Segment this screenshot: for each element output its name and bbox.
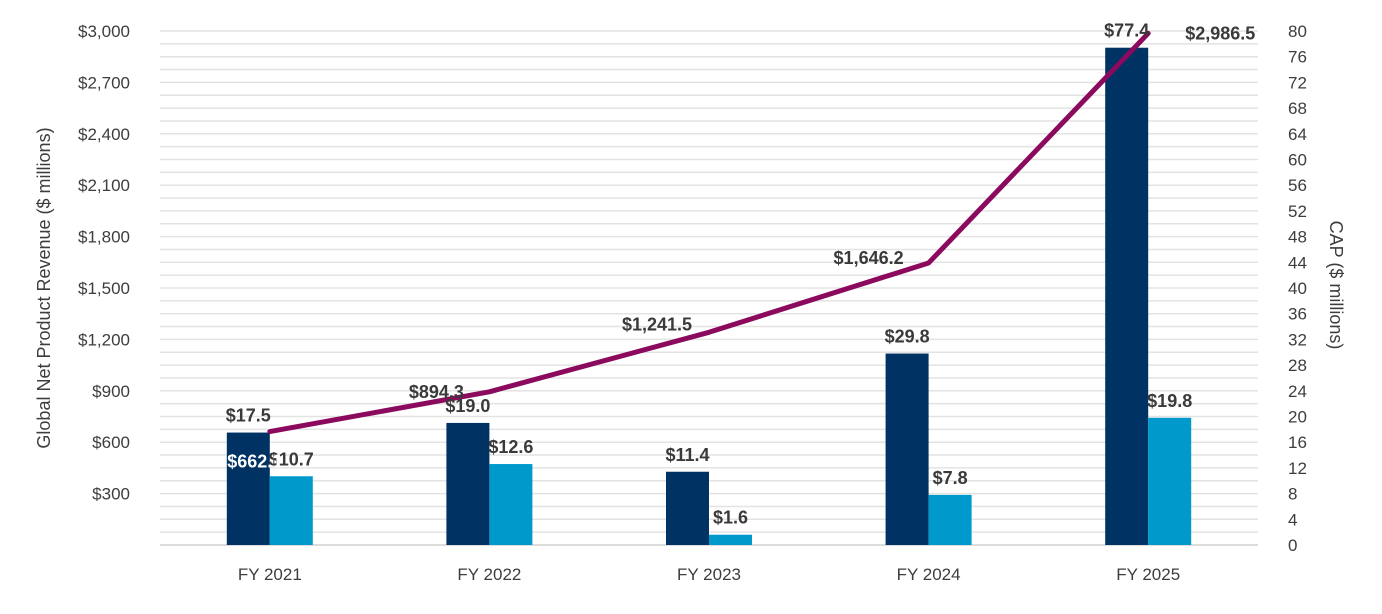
line-data-label: $1,646.2 (834, 248, 904, 268)
right-tick-label: 56 (1288, 176, 1307, 195)
right-tick-label: 60 (1288, 151, 1307, 170)
right-tick-label: 80 (1288, 22, 1307, 41)
bar (489, 464, 533, 545)
right-tick-label: 28 (1288, 356, 1307, 375)
left-tick-label: $300 (92, 485, 130, 504)
left-axis-ticks: $300 $600 $900 $1,200 $1,500 $1,800 $2,100 $2,4… (78, 22, 130, 504)
x-tick-label: FY 2022 (457, 565, 521, 584)
line-path (267, 30, 1151, 435)
line-data-label: $1,241.5 (622, 314, 692, 334)
left-axis-title: Global Net Product Revenue ($ millions) (34, 127, 54, 448)
bar-data-label: $19.0 (445, 396, 490, 416)
bar (709, 534, 752, 545)
left-tick-label: $2,400 (78, 125, 130, 144)
left-tick-label: $1,200 (78, 330, 130, 349)
line-data-label: $2,986.5 (1185, 23, 1255, 43)
right-tick-label: 40 (1288, 279, 1307, 298)
bar (1105, 47, 1149, 546)
bar (666, 471, 709, 545)
bar-data-label: $77.4 (1104, 21, 1149, 41)
bar-data-label: $29.8 (885, 327, 930, 347)
right-tick-label: 20 (1288, 408, 1307, 427)
right-axis-title: CAP ($ millions) (1326, 221, 1346, 350)
right-tick-label: 72 (1288, 73, 1307, 92)
right-tick-label: 12 (1288, 459, 1307, 478)
right-tick-label: 4 (1288, 510, 1297, 529)
right-tick-label: 68 (1288, 99, 1307, 118)
line-data-label: $662.1 (227, 452, 282, 472)
x-tick-label: FY 2025 (1116, 565, 1180, 584)
left-tick-label: $2,700 (78, 73, 130, 92)
data-labels: $17.5 $19.0 $11.4 $29.8 $77.4 $10.7 $12.6 $1.6 $… (226, 21, 1256, 528)
x-tick-label: FY 2021 (238, 565, 302, 584)
left-tick-label: $3,000 (78, 22, 130, 41)
right-tick-label: 44 (1288, 253, 1307, 272)
bar-data-label: $17.5 (226, 406, 271, 426)
bar-data-label: $11.4 (665, 445, 709, 465)
x-tick-label: FY 2023 (677, 565, 741, 584)
right-tick-label: 16 (1288, 433, 1307, 452)
bar-data-label: $1.6 (713, 508, 748, 528)
right-tick-label: 64 (1288, 125, 1307, 144)
bar (446, 422, 490, 545)
right-tick-label: 36 (1288, 305, 1307, 324)
right-tick-label: 48 (1288, 228, 1307, 247)
left-tick-label: $1,800 (78, 228, 130, 247)
right-tick-label: 52 (1288, 202, 1307, 221)
line-data-label: $894.3 (409, 382, 464, 402)
bar-series (226, 47, 1192, 546)
bar (928, 494, 972, 545)
left-tick-label: $1,500 (78, 279, 130, 298)
right-tick-label: 0 (1288, 536, 1297, 555)
bar-data-label: $10.7 (269, 449, 314, 469)
right-tick-label: 8 (1288, 485, 1297, 504)
bar-data-label: $7.8 (933, 468, 968, 488)
gridlines (160, 30, 1258, 546)
bar (269, 476, 313, 545)
x-tick-label: FY 2024 (897, 565, 961, 584)
left-tick-label: $600 (92, 433, 130, 452)
x-axis-ticks: FY 2021 FY 2022 FY 2023 FY 2024 FY 2025 (238, 565, 1180, 584)
bar-data-label: $19.8 (1147, 391, 1192, 411)
bar (1148, 417, 1192, 545)
bar (226, 432, 270, 545)
bar (885, 353, 929, 545)
bar-data-label: $12.6 (488, 437, 533, 457)
right-tick-label: 32 (1288, 330, 1307, 349)
right-tick-label: 24 (1288, 382, 1307, 401)
left-tick-label: $900 (92, 382, 130, 401)
line-series (267, 30, 1151, 435)
left-tick-label: $2,100 (78, 176, 130, 195)
right-tick-label: 76 (1288, 48, 1307, 67)
